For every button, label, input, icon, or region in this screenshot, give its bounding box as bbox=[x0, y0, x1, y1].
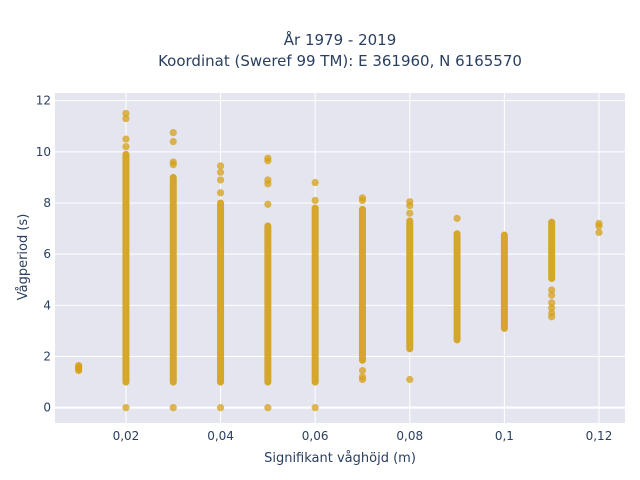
data-point bbox=[216, 404, 225, 412]
plot-area bbox=[55, 93, 625, 423]
data-point bbox=[358, 196, 367, 205]
data-point bbox=[75, 361, 83, 370]
x-tick-label: 0,04 bbox=[207, 429, 234, 443]
data-point bbox=[216, 189, 225, 197]
y-tick-label: 0 bbox=[43, 401, 51, 415]
data-point bbox=[169, 161, 177, 169]
data-point bbox=[406, 201, 414, 210]
y-tick-label: 8 bbox=[43, 196, 51, 210]
data-point bbox=[122, 143, 130, 151]
data-point bbox=[122, 135, 130, 143]
data-point bbox=[548, 299, 556, 307]
data-point bbox=[264, 157, 272, 165]
data-point bbox=[216, 162, 225, 170]
x-tick-label: 0,02 bbox=[113, 429, 140, 443]
x-tick-label: 0,1 bbox=[495, 429, 514, 443]
data-point bbox=[216, 176, 225, 184]
data-points bbox=[75, 109, 603, 412]
x-tick-label: 0,12 bbox=[586, 429, 613, 443]
y-tick-label: 4 bbox=[43, 298, 51, 312]
data-point bbox=[406, 375, 414, 384]
x-axis-title: Signifikant våghöjd (m) bbox=[264, 451, 416, 466]
x-tick-label: 0,06 bbox=[302, 429, 329, 443]
y-axis-title: Vågperiod (s) bbox=[16, 214, 31, 301]
data-point bbox=[453, 214, 461, 222]
data-point bbox=[169, 129, 177, 137]
y-tick-label: 10 bbox=[36, 145, 51, 159]
data-point bbox=[548, 313, 556, 321]
chart-title-line-1: År 1979 - 2019 bbox=[284, 30, 397, 49]
data-point bbox=[122, 109, 130, 118]
data-point bbox=[406, 209, 414, 217]
data-point bbox=[169, 138, 177, 146]
data-point bbox=[548, 304, 556, 312]
data-point bbox=[169, 404, 177, 412]
data-point bbox=[264, 404, 272, 412]
y-tick-label: 6 bbox=[43, 247, 51, 261]
data-point bbox=[595, 228, 603, 237]
data-point bbox=[358, 375, 367, 384]
data-point bbox=[122, 404, 130, 412]
data-point bbox=[264, 180, 272, 188]
data-point bbox=[311, 404, 319, 412]
x-tick-label: 0,08 bbox=[396, 429, 423, 443]
data-point bbox=[216, 168, 225, 176]
data-point bbox=[595, 222, 603, 230]
data-point bbox=[548, 291, 556, 299]
chart-title-line-2: Koordinat (Sweref 99 TM): E 361960, N 61… bbox=[158, 52, 522, 70]
data-point bbox=[122, 114, 130, 123]
tick-labels: 0,02 0,04 0,06 0,08 0,1 0,12 0 2 4 6 8 10 12 bbox=[36, 94, 613, 443]
y-tick-label: 2 bbox=[43, 349, 51, 363]
data-point bbox=[358, 366, 367, 375]
data-point bbox=[264, 200, 272, 208]
data-point bbox=[548, 286, 556, 294]
y-tick-label: 12 bbox=[36, 94, 51, 108]
data-point bbox=[311, 178, 319, 187]
data-point bbox=[311, 196, 319, 205]
